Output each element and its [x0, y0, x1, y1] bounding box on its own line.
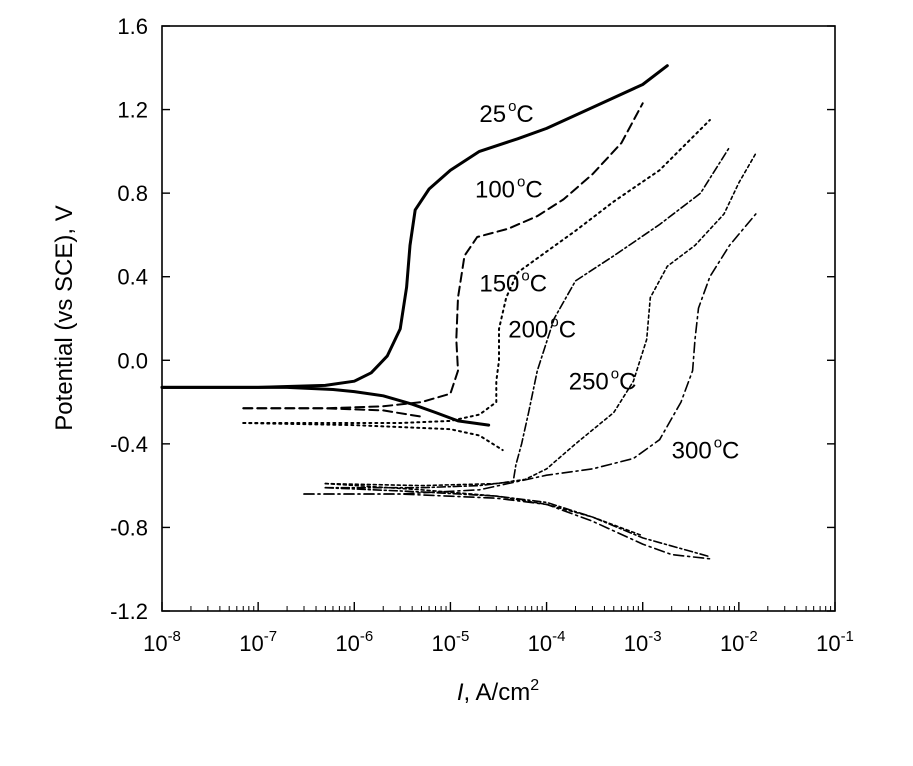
- x-tick-base: 10: [335, 631, 359, 656]
- series-label-unit: C: [722, 437, 739, 464]
- y-tick-label: 0.0: [117, 348, 148, 373]
- series-0-cathodic-line: [160, 385, 491, 427]
- series-label-degree: o: [550, 313, 558, 330]
- series-5-cathodic-line: [303, 493, 711, 560]
- series-label-unit: C: [516, 101, 533, 128]
- x-tick-base: 10: [816, 631, 840, 656]
- series-0-anodic-line: [160, 64, 669, 389]
- x-tick-base: 10: [624, 631, 648, 656]
- series-label: 100 oC: [475, 173, 543, 203]
- x-tick-exponent: -5: [456, 628, 469, 645]
- x-tick-exponent: -4: [552, 628, 565, 645]
- x-axis-title-exponent: 2: [530, 677, 539, 694]
- y-tick-label: 0.8: [117, 181, 148, 206]
- x-axis-title: I, A/cm2: [457, 677, 539, 706]
- series-label: 25 oC: [479, 98, 533, 128]
- series-1-anodic-line: [242, 102, 644, 410]
- x-tick-label: 10-2: [720, 628, 758, 656]
- x-tick-exponent: -1: [841, 628, 854, 645]
- x-tick-exponent: -8: [168, 628, 181, 645]
- y-tick-label: 0.4: [117, 265, 148, 290]
- x-tick-base: 10: [143, 631, 167, 656]
- axis-ticks: [161, 25, 836, 612]
- y-tick-label: -1.2: [110, 599, 148, 624]
- series-4-anodic-line: [324, 152, 757, 487]
- series-3-anodic-line: [324, 146, 731, 489]
- x-tick-label: 10-1: [816, 628, 854, 656]
- x-tick-label: 10-4: [528, 628, 566, 656]
- y-tick-label: 1.6: [117, 14, 148, 39]
- x-tick-exponent: -6: [360, 628, 373, 645]
- series-3-cathodic-line: [324, 486, 711, 558]
- series-4-cathodic-line: [324, 482, 644, 537]
- series-2-cathodic-line: [242, 422, 504, 452]
- series-label-degree: o: [714, 434, 722, 451]
- x-tick-label: 10-7: [239, 628, 277, 656]
- series-label-number: 250: [569, 369, 609, 396]
- series-label-number: 150: [479, 270, 519, 297]
- x-axis-title-unit: , A/cm: [464, 679, 531, 706]
- x-tick-base: 10: [239, 631, 263, 656]
- x-tick-exponent: -2: [744, 628, 757, 645]
- series-label-degree: o: [521, 267, 529, 284]
- x-tick-label: 10-5: [432, 628, 470, 656]
- series-label-degree: o: [611, 366, 619, 383]
- series-label-number: 25: [479, 101, 506, 128]
- x-tick-label: 10-6: [335, 628, 373, 656]
- series-label: 150 oC: [479, 267, 547, 297]
- x-tick-exponent: -3: [648, 628, 661, 645]
- series-label-degree: o: [517, 173, 525, 190]
- series-label-unit: C: [619, 369, 636, 396]
- series-label: 300 oC: [672, 434, 740, 464]
- series-label-number: 300: [672, 437, 712, 464]
- tick-labels: 10-8 10-7 10-6 10-5 10-4 10-3 10-2 10-11.61.20.…: [110, 14, 854, 656]
- x-axis-title-symbol: I: [457, 679, 464, 706]
- x-tick-base: 10: [528, 631, 552, 656]
- series-2-anodic-line: [242, 119, 711, 424]
- series-label: 200 oC: [508, 313, 576, 343]
- series-label-number: 200: [508, 316, 548, 343]
- x-tick-base: 10: [432, 631, 456, 656]
- y-axis-title: Potential (vs SCE), V: [51, 205, 78, 430]
- series-label-number: 100: [475, 176, 515, 203]
- plot-frame: [161, 25, 836, 612]
- x-tick-exponent: -7: [264, 628, 277, 645]
- series-label-degree: o: [508, 98, 516, 115]
- x-tick-label: 10-8: [143, 628, 181, 656]
- series-5-anodic-line: [303, 213, 757, 495]
- series-label-unit: C: [559, 316, 576, 343]
- series-label-unit: C: [530, 270, 547, 297]
- series-1-cathodic-line: [242, 407, 423, 418]
- y-tick-label: -0.8: [110, 515, 148, 540]
- x-tick-label: 10-3: [624, 628, 662, 656]
- series-label: 250 oC: [569, 366, 637, 396]
- y-tick-label: 1.2: [117, 98, 148, 123]
- y-tick-label: -0.4: [110, 432, 148, 457]
- series-label-unit: C: [525, 176, 542, 203]
- x-tick-base: 10: [720, 631, 744, 656]
